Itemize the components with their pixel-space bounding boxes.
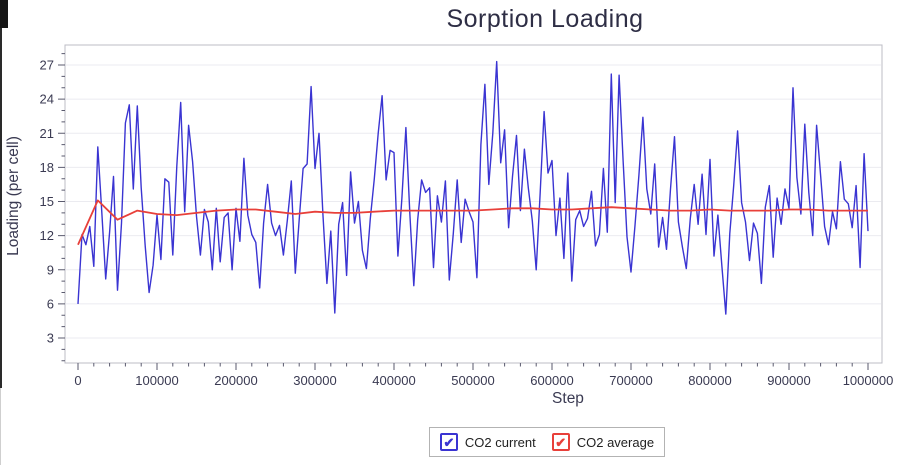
y-tick-label: 24 (40, 92, 54, 107)
y-tick-label: 27 (40, 58, 54, 73)
y-tick-label: 9 (47, 262, 54, 277)
legend-label-co2-current: CO2 current (464, 434, 536, 450)
legend-wrap: ✔ CO2 current ✔ CO2 average (0, 427, 900, 457)
y-tick-label: 18 (40, 160, 54, 175)
co2-current-check-icon: ✔ (443, 434, 455, 450)
chart-title: Sorption Loading (446, 5, 644, 33)
x-tick-label: 700000 (609, 373, 652, 388)
x-tick-label: 800000 (688, 373, 731, 388)
left-edge-dark-block (0, 0, 8, 28)
plot-border (64, 44, 883, 364)
x-tick-label: 400000 (372, 373, 415, 388)
x-tick-label: 600000 (530, 373, 573, 388)
x-tick-label: 900000 (767, 373, 810, 388)
y-tick-label: 3 (47, 331, 54, 346)
y-axis-ticks-and-labels: 3 6 9 12 15 18 21 24 27 (40, 53, 65, 362)
x-tick-label: 500000 (451, 373, 494, 388)
y-gridlines (66, 64, 881, 339)
co2-average-checkbox[interactable]: ✔ (551, 433, 570, 451)
legend-item-co2-current[interactable]: ✔ CO2 current (439, 433, 536, 451)
y-tick-label: 21 (40, 126, 54, 141)
co2-average-check-icon: ✔ (555, 434, 567, 450)
co2-current-checkbox[interactable]: ✔ (439, 433, 458, 451)
legend: ✔ CO2 current ✔ CO2 average (428, 427, 666, 457)
x-tick-label: 300000 (293, 373, 336, 388)
x-axis-ticks-and-labels: 0 100000 200000 300000 400000 500000 600000 700… (74, 363, 893, 388)
y-tick-label: 15 (40, 194, 54, 209)
x-tick-label: 0 (74, 373, 81, 388)
y-tick-label: 12 (40, 228, 54, 243)
left-edge-dark-strip (0, 0, 2, 388)
legend-label-co2-average: CO2 average (576, 434, 655, 450)
legend-item-co2-average[interactable]: ✔ CO2 average (551, 433, 655, 451)
co2-average-line (77, 199, 868, 246)
x-axis-title: Step (552, 390, 584, 407)
x-tick-label: 200000 (214, 373, 257, 388)
y-tick-label: 6 (47, 296, 54, 311)
co2-current-line (77, 60, 869, 315)
x-tick-label: 1000000 (843, 373, 894, 388)
x-tick-label: 100000 (135, 373, 178, 388)
